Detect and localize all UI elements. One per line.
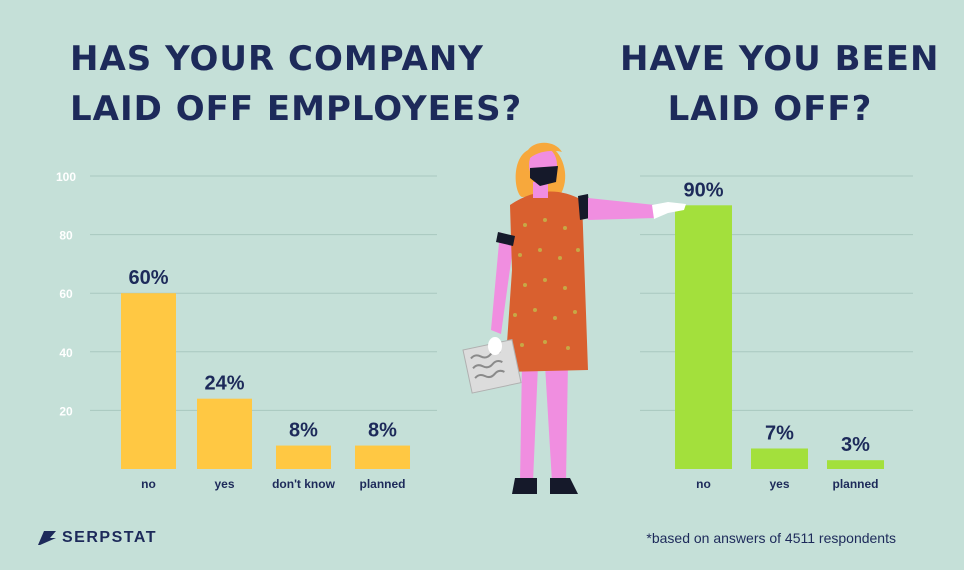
serpstat-logo-icon [38, 531, 56, 545]
ytick-label-left: 100 [56, 170, 76, 184]
category-label-right-1: yes [769, 477, 789, 491]
serpstat-logo-text: SERPSTAT [62, 529, 157, 546]
bar-right-0 [675, 205, 732, 470]
serpstat-logo: SERPSTAT [38, 529, 157, 547]
footnote: *based on answers of 4511 respondents [646, 530, 896, 546]
ytick-label-left: 20 [59, 404, 73, 418]
value-label-left-1: 24% [204, 373, 244, 395]
bar-left-0 [121, 293, 176, 469]
value-label-right-2: 3% [841, 434, 870, 456]
chart-title-left: HAS YOUR COMPANY LAID OFF EMPLOYEES? [70, 34, 523, 134]
ytick-label-left: 40 [59, 346, 73, 360]
category-label-left-2: don't know [272, 477, 336, 491]
bar-left-2 [276, 445, 331, 469]
chart-title-right: HAVE YOU BEEN LAID OFF? [620, 34, 940, 134]
category-label-left-3: planned [359, 477, 405, 491]
chart-title-right-line-1: HAVE YOU BEEN [620, 39, 940, 79]
value-label-left-3: 8% [368, 420, 397, 442]
value-label-right-1: 7% [765, 422, 794, 444]
value-label-right-0: 90% [683, 179, 723, 201]
category-label-right-2: planned [832, 477, 878, 491]
chart-title-left-line-2: LAID OFF EMPLOYEES? [70, 89, 523, 129]
chart-title-right-line-2: LAID OFF? [667, 89, 873, 129]
category-label-left-1: yes [214, 477, 234, 491]
category-label-left-0: no [141, 477, 156, 491]
bar-right-2 [827, 460, 884, 469]
ytick-label-left: 60 [59, 287, 73, 301]
chart-title-left-line-1: HAS YOUR COMPANY [70, 39, 484, 79]
bar-left-1 [197, 398, 252, 469]
category-label-right-0: no [696, 477, 711, 491]
value-label-left-2: 8% [289, 420, 318, 442]
bar-right-1 [751, 448, 808, 469]
ytick-label-left: 80 [59, 229, 73, 243]
value-label-left-0: 60% [128, 267, 168, 289]
bar-left-3 [355, 445, 410, 469]
